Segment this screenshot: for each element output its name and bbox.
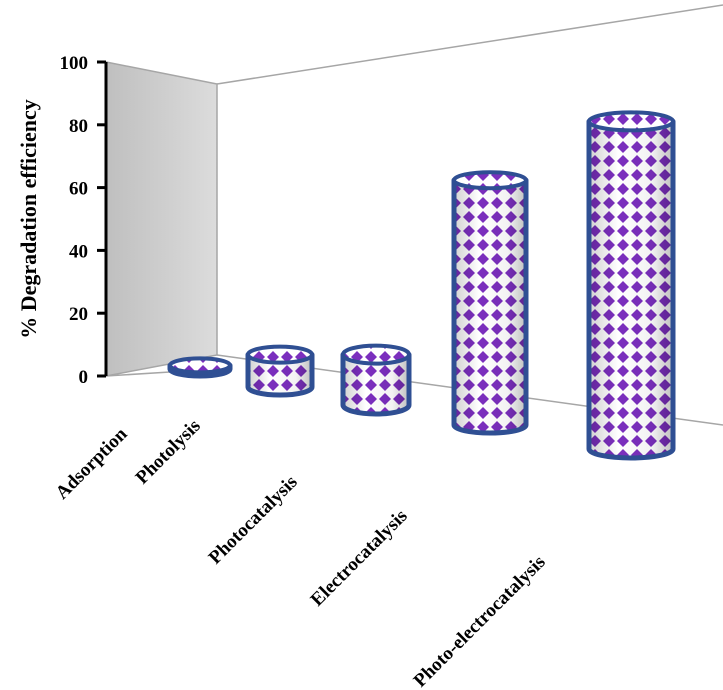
- category-label: Photolysis: [132, 415, 205, 488]
- bar-shade: [454, 180, 526, 433]
- bar-outline: [451, 177, 529, 436]
- bar-photolysis: [245, 344, 315, 398]
- bar-photocatalysis: [340, 343, 412, 417]
- top-back-edge: [216, 4, 723, 85]
- y-axis-ticks: 0 20 40 60 80 100: [60, 53, 106, 388]
- category-label: Photocatalysis: [205, 472, 302, 569]
- bars: [167, 110, 676, 461]
- bar-top: [168, 356, 232, 375]
- y-tick-label: 0: [79, 367, 89, 388]
- bar-top: [587, 110, 675, 133]
- bar-top: [246, 344, 314, 365]
- y-tick-label: 20: [69, 304, 88, 325]
- bar-photo-electrocatalysis: [586, 110, 676, 461]
- bar-electrocatalysis: [451, 170, 529, 436]
- category-label: Electrocatalysis: [307, 506, 412, 611]
- bar-outline: [245, 352, 315, 398]
- bar-outline: [340, 352, 412, 417]
- category-label: Photo-electrocatalysis: [410, 552, 550, 690]
- y-axis-title: % Degradation efficiency: [16, 99, 41, 339]
- bar-outline: [586, 118, 676, 461]
- y-tick-label: 60: [69, 179, 88, 200]
- category-label: Adsorption: [52, 423, 132, 503]
- side-wall: [105, 61, 218, 377]
- bar-shade: [589, 121, 673, 459]
- y-tick-label: 40: [69, 241, 88, 262]
- y-tick-label: 80: [69, 116, 88, 137]
- bar-outline: [167, 362, 233, 379]
- bar-top: [341, 343, 411, 366]
- bar-adsorption: [167, 356, 233, 379]
- bar-shade: [343, 354, 409, 414]
- bar-top: [452, 170, 528, 191]
- floor-front-edge: [105, 371, 171, 377]
- y-tick-label: 100: [60, 53, 89, 74]
- bar-shade: [248, 354, 312, 395]
